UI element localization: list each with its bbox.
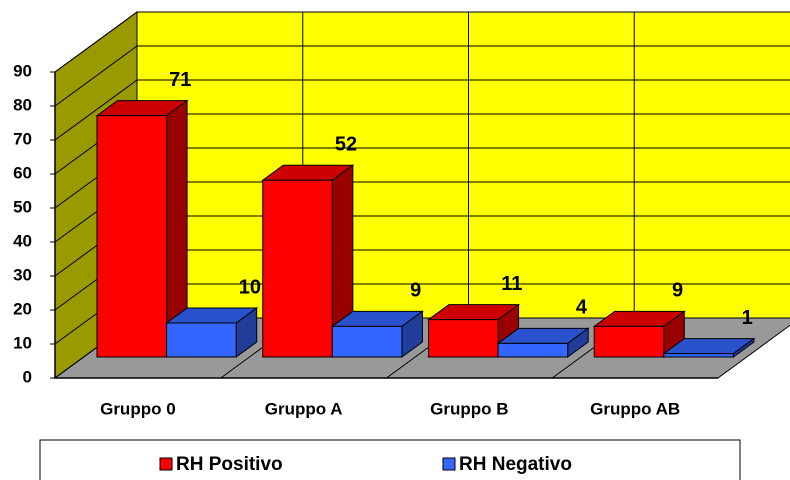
back-wall [136,11,790,319]
y-tick-label: 90 [13,61,32,80]
y-tick-label: 50 [13,197,32,216]
data-label: 10 [239,276,261,298]
data-label: 71 [169,69,191,91]
x-tick-label: Gruppo A [265,399,343,418]
y-tick-label: 20 [13,299,32,318]
y-tick-label: 30 [13,265,32,284]
bar [427,319,499,358]
legend-label: RH Negativo [459,454,572,475]
bar [96,115,168,358]
bar [497,342,569,358]
grid-line [54,79,790,141]
bar [663,353,734,358]
x-tick-label: Gruppo AB [590,399,680,418]
legend-box [39,439,741,480]
x-tick-label: Gruppo 0 [100,399,176,418]
y-tick-label: 60 [13,163,32,182]
legend: RH Positivo RH Negativo [39,439,741,480]
y-tick-label: 80 [13,95,32,114]
data-label: 52 [335,133,357,155]
grid-line [54,11,790,73]
data-label: 9 [672,280,683,302]
grid-line [54,45,790,107]
legend-label: RH Positivo [176,454,283,475]
bar [262,179,333,358]
bar [331,325,403,358]
data-label: 11 [501,273,522,295]
legend-swatch [442,457,456,471]
data-label: 9 [410,280,421,302]
bar [166,322,237,358]
data-label: 4 [576,297,588,319]
y-tick-label: 0 [23,367,32,386]
y-tick-label: 40 [13,231,32,250]
data-label: 1 [742,307,753,329]
bar [593,325,665,358]
x-tick-label: Gruppo B [430,399,508,418]
legend-swatch [159,457,173,471]
y-tick-label: 10 [13,333,32,352]
y-tick-label: 70 [13,129,32,148]
